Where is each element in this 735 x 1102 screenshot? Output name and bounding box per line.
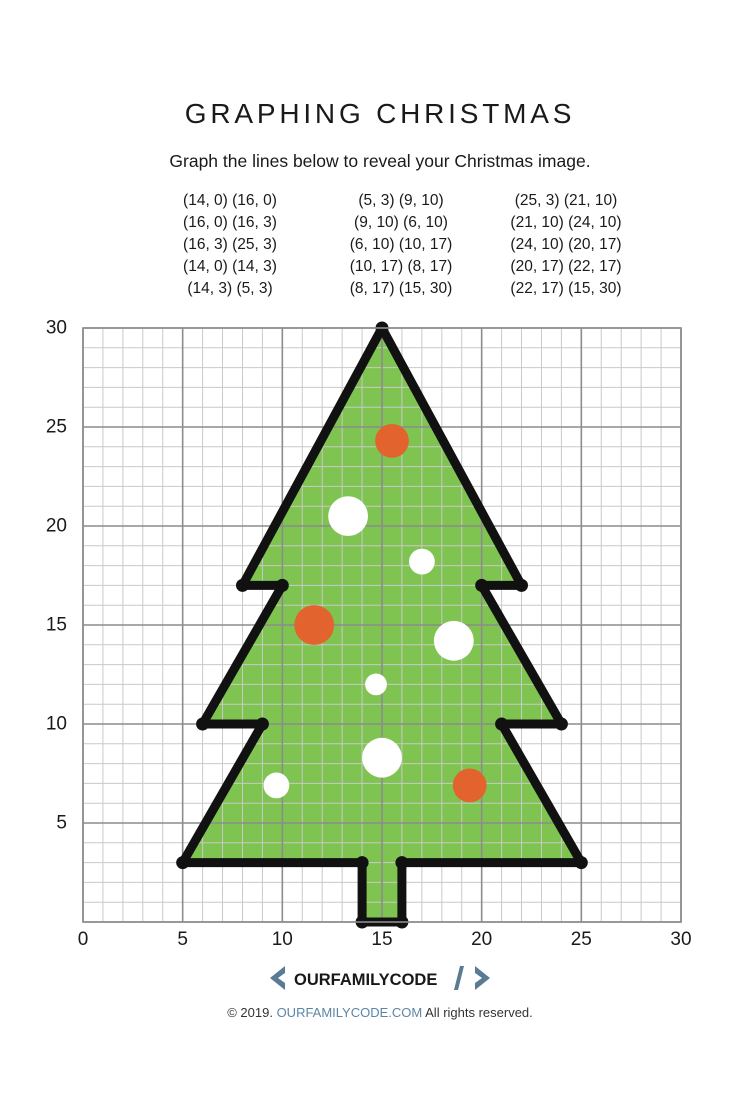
svg-text:OURFAMILYCODE: OURFAMILYCODE <box>294 971 437 989</box>
